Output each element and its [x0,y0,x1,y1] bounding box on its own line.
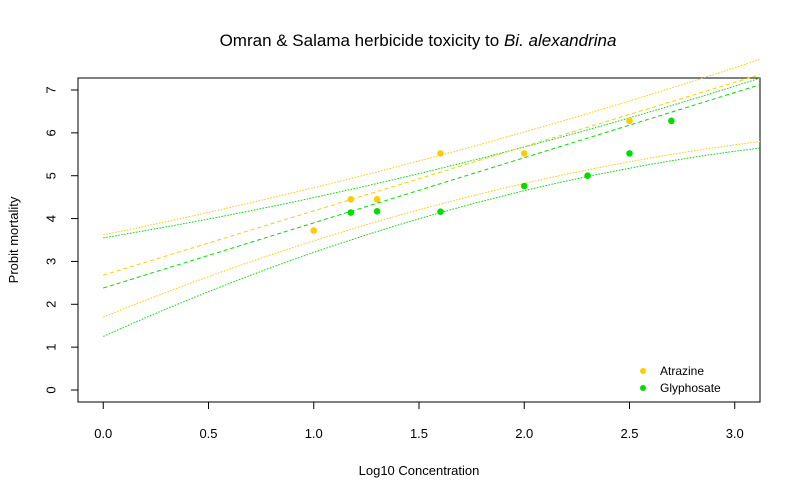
glyphosate-upper-band [103,77,761,239]
x-tick-label: 2.5 [620,426,638,441]
confidence-bands [103,58,761,337]
y-tick-label: 2 [43,301,58,308]
x-tick-label: 0.0 [94,426,112,441]
atrazine-point-4 [437,150,444,157]
legend: Atrazine Glyphosate [640,364,721,395]
y-tick-label: 4 [43,215,58,222]
glyphosate-point-4 [520,182,528,190]
plot-frame [77,77,761,403]
atrazine-point-6 [626,117,633,125]
y-tick-label: 6 [43,129,58,136]
data-points [310,117,675,234]
glyphosate-point-3 [437,208,444,216]
glyphosate-fit-line [103,84,761,289]
y-tick-label: 5 [43,172,58,179]
atrazine-point-2 [347,195,355,203]
x-axis-label: Log10 Concentration [359,463,480,478]
glyphosate-point-2 [373,207,381,215]
y-tick-label: 3 [43,258,58,265]
y-axis: 0 1 2 3 4 5 6 7 [43,86,79,394]
x-tick-label: 1.0 [305,426,323,441]
chart-title: Omran & Salama herbicide toxicity to Bi.… [220,31,617,50]
glyphosate-point-5 [584,172,591,180]
glyphosate-point-6 [626,150,633,157]
glyphosate-lower-band [103,147,761,337]
x-tick-label: 0.5 [199,426,217,441]
x-tick-label: 1.5 [410,426,428,441]
chart-title-main: Omran & Salama herbicide toxicity to [220,31,504,50]
atrazine-point-5 [520,150,528,157]
atrazine-lower-band [103,141,761,318]
fit-lines [103,74,761,289]
atrazine-point-3 [373,195,381,203]
y-tick-label: 0 [43,386,58,393]
atrazine-fit-line [103,74,761,276]
glyphosate-legend-label: Glyphosate [660,381,721,395]
atrazine-point-1 [310,227,318,234]
glyphosate-legend-marker [640,385,646,391]
chart-title-italic: Bi. alexandrina [504,31,616,50]
atrazine-legend-marker [640,368,646,374]
x-tick-label: 3.0 [726,426,744,441]
x-tick-label: 2.0 [515,426,533,441]
y-axis-label: Probit mortality [6,196,21,283]
atrazine-legend-label: Atrazine [660,364,704,378]
y-tick-label: 7 [43,86,58,93]
atrazine-upper-band [103,58,761,236]
x-axis: 0.0 0.5 1.0 1.5 2.0 2.5 3.0 [94,401,744,441]
glyphosate-point-1 [347,209,355,216]
y-tick-label: 1 [43,344,58,351]
glyphosate-point-7 [668,117,675,125]
